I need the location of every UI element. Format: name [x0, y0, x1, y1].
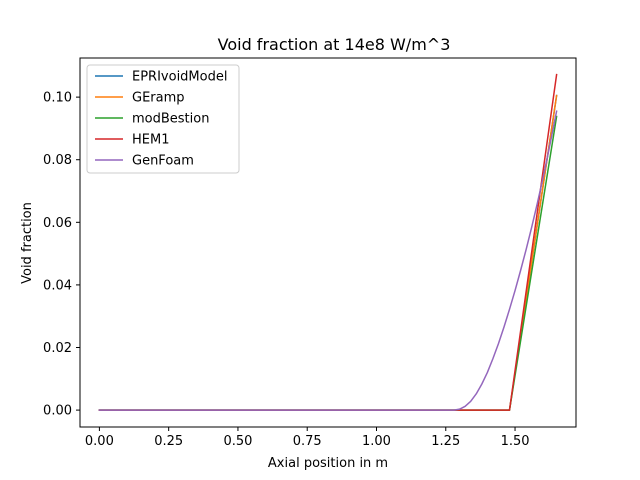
series-line-genfoam — [98, 110, 558, 411]
legend-label: EPRIvoidModel — [132, 70, 227, 85]
y-tick-label: 0.10 — [43, 91, 72, 106]
x-tick-label: 0.25 — [154, 434, 183, 449]
y-tick-label: 0.04 — [43, 278, 72, 293]
y-axis-label: Void fraction — [20, 202, 35, 284]
legend: EPRIvoidModel GEramp modBestion HEM1 GenFoam — [86, 64, 240, 174]
chart-title: Void fraction at 14e8 W/m^3 — [218, 35, 451, 54]
x-tick-label: 1.25 — [431, 434, 460, 449]
x-tick-label: 1.00 — [362, 434, 391, 449]
x-tick-label: 0.00 — [85, 434, 114, 449]
series-group — [98, 73, 558, 411]
x-axis: 0.00 0.25 0.50 0.75 1.00 1.25 1.50 — [85, 427, 530, 449]
legend-label: HEM1 — [132, 133, 169, 148]
axes-frame — [79, 57, 577, 428]
y-tick-label: 0.00 — [43, 404, 72, 419]
y-axis: 0.00 0.02 0.04 0.06 0.08 0.10 — [43, 91, 80, 419]
legend-label: GEramp — [132, 91, 185, 106]
legend-box — [86, 64, 240, 174]
x-tick-label: 0.50 — [223, 434, 252, 449]
y-tick-label: 0.06 — [43, 216, 72, 231]
x-tick-label: 0.75 — [293, 434, 322, 449]
legend-label: modBestion — [132, 112, 209, 127]
y-tick-label: 0.08 — [43, 153, 72, 168]
y-tick-label: 0.02 — [43, 341, 72, 356]
x-axis-label: Axial position in m — [268, 456, 388, 471]
x-tick-label: 1.50 — [501, 434, 530, 449]
legend-label: GenFoam — [132, 154, 194, 169]
